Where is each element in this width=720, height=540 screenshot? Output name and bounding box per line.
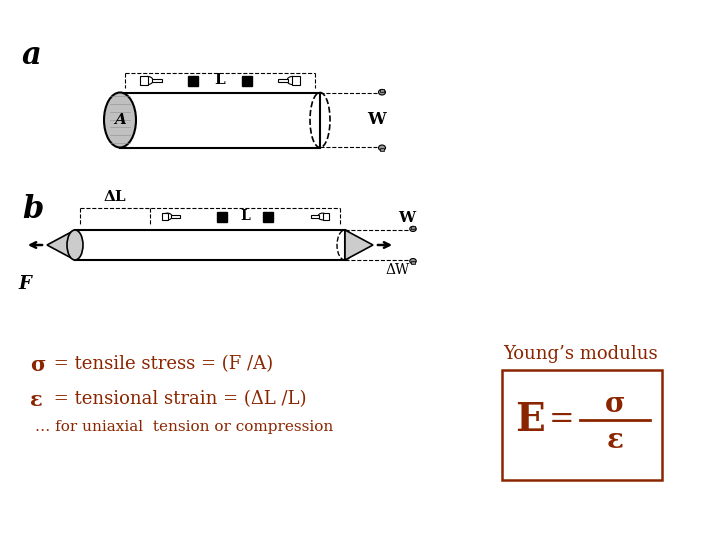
Ellipse shape: [379, 145, 385, 151]
Text: W: W: [367, 111, 386, 129]
Bar: [292, 76, 300, 85]
Ellipse shape: [410, 226, 416, 232]
Ellipse shape: [379, 90, 385, 95]
Text: F: F: [19, 275, 32, 293]
Text: σ: σ: [605, 390, 625, 417]
Text: Young’s modulus: Young’s modulus: [503, 345, 657, 363]
Text: ΔW: ΔW: [385, 263, 409, 277]
Ellipse shape: [67, 230, 83, 260]
Text: … for uniaxial  tension or compression: … for uniaxial tension or compression: [35, 420, 333, 434]
Bar: [161, 213, 168, 220]
Text: =: =: [549, 404, 575, 435]
Bar: [217, 212, 227, 221]
Bar: [140, 76, 148, 85]
Bar: [380, 148, 384, 151]
Text: E: E: [515, 401, 545, 439]
Bar: [310, 215, 319, 218]
Text: = tensile stress = (F /A): = tensile stress = (F /A): [48, 355, 273, 373]
Bar: [411, 226, 415, 229]
Bar: [152, 79, 162, 82]
Ellipse shape: [287, 77, 298, 85]
Text: a: a: [22, 39, 42, 71]
Bar: [263, 212, 273, 221]
Bar: [278, 79, 288, 82]
Text: ε: ε: [30, 390, 42, 410]
Text: L: L: [215, 73, 225, 87]
Text: b: b: [22, 194, 43, 226]
Polygon shape: [345, 230, 373, 260]
Text: ΔL: ΔL: [104, 190, 126, 204]
Text: σ: σ: [30, 355, 45, 375]
Ellipse shape: [410, 259, 416, 264]
Bar: [380, 90, 384, 92]
Bar: [323, 213, 328, 220]
Text: = tensional strain = (ΔL /L): = tensional strain = (ΔL /L): [48, 390, 307, 408]
Bar: [188, 76, 198, 85]
Bar: [171, 215, 179, 218]
Text: ε: ε: [606, 427, 624, 454]
Polygon shape: [47, 230, 75, 260]
Text: L: L: [240, 210, 250, 224]
Bar: [242, 76, 252, 85]
Text: A: A: [114, 113, 126, 127]
Bar: [502, 370, 662, 480]
Ellipse shape: [104, 92, 136, 147]
Ellipse shape: [318, 213, 327, 220]
Bar: [75, 230, 345, 260]
Bar: [120, 93, 320, 148]
Text: W: W: [398, 211, 415, 225]
Ellipse shape: [163, 213, 172, 220]
Ellipse shape: [142, 77, 153, 85]
Bar: [411, 261, 415, 264]
